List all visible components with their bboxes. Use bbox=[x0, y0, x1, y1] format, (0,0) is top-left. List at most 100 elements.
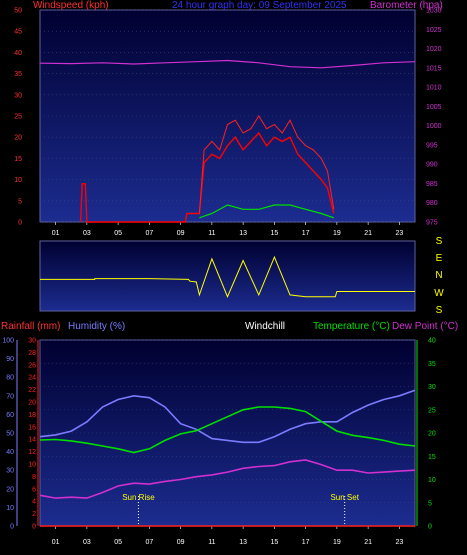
barometer-tick-label: 975 bbox=[426, 220, 438, 227]
hour-tick-label: 07 bbox=[145, 230, 153, 237]
sunrise-label: Sun Rise bbox=[122, 493, 155, 502]
series-line bbox=[39, 459, 416, 499]
temperature-tick-label: 5 bbox=[428, 500, 432, 507]
rainfall-axis-title: Rainfall (mm) bbox=[1, 321, 60, 332]
rainfall-tick-label: 16 bbox=[28, 424, 36, 431]
windspeed-tick-label: 30 bbox=[14, 92, 22, 99]
series-line bbox=[199, 204, 334, 219]
rainfall-tick-label: 6 bbox=[32, 486, 36, 493]
temperature-tick-label: 30 bbox=[428, 384, 436, 391]
temperature-series bbox=[39, 389, 416, 527]
windspeed-tick-label: 35 bbox=[14, 71, 22, 78]
series-line bbox=[39, 389, 416, 444]
hour-tick-label: 07 bbox=[145, 539, 153, 546]
humidity-tick-label: 100 bbox=[2, 338, 14, 345]
windspeed-tick-label: 25 bbox=[14, 114, 22, 121]
rainfall-tick-label: 14 bbox=[28, 437, 36, 444]
hour-tick-label: 19 bbox=[333, 230, 341, 237]
hour-tick-label: 09 bbox=[177, 230, 185, 237]
windspeed-tick-label: 0 bbox=[18, 220, 22, 227]
temperature-hour-ticks: 01 03 05 07 09 11 13 15 17 19 21 23 bbox=[52, 526, 403, 546]
temperature-axis-title: Temperature (°C) bbox=[313, 321, 390, 332]
barometer-axis-title: Barometer (hpa) bbox=[370, 0, 443, 11]
windchill-axis-title: Windchill bbox=[245, 321, 285, 332]
hour-tick-label: 03 bbox=[83, 539, 91, 546]
hour-tick-label: 11 bbox=[208, 230, 215, 237]
barometer-tick-label: 1020 bbox=[426, 46, 442, 53]
windspeed-tick-label: 20 bbox=[14, 135, 22, 142]
direction-plot-area bbox=[39, 240, 416, 312]
temperature-tick-label: 15 bbox=[428, 454, 436, 461]
humidity-tick-label: 30 bbox=[6, 468, 14, 475]
wind-hour-ticks: 01 03 05 07 09 11 13 15 17 19 21 23 bbox=[52, 222, 403, 237]
hour-tick-label: 03 bbox=[83, 230, 91, 237]
humidity-tick-label: 60 bbox=[6, 412, 14, 419]
hour-tick-label: 15 bbox=[270, 230, 278, 237]
temperature-tick-label: 40 bbox=[428, 338, 436, 345]
rainfall-tick-label: 10 bbox=[28, 462, 36, 469]
direction-label-n: N bbox=[435, 270, 442, 281]
graph-title: 24 hour graph day: 09 September 2025 bbox=[172, 0, 347, 11]
hour-tick-label: 13 bbox=[239, 230, 247, 237]
rainfall-tick-label: 2 bbox=[32, 511, 36, 518]
hour-tick-label: 01 bbox=[52, 230, 60, 237]
hour-tick-label: 21 bbox=[364, 230, 372, 237]
hour-tick-label: 17 bbox=[302, 539, 310, 546]
windspeed-tick-label: 45 bbox=[14, 29, 22, 36]
humidity-ticks: 0 10 20 30 40 50 60 70 80 90 100 bbox=[2, 338, 18, 531]
rainfall-tick-label: 20 bbox=[28, 400, 36, 407]
series-line bbox=[39, 406, 416, 454]
barometer-tick-label: 1030 bbox=[426, 8, 442, 15]
barometer-tick-label: 980 bbox=[426, 200, 438, 207]
windspeed-tick-label: 15 bbox=[14, 156, 22, 163]
series-line bbox=[79, 131, 335, 223]
rainfall-tick-label: 8 bbox=[32, 474, 36, 481]
windspeed-ticks: 0 5 10 15 20 25 30 35 40 45 50 bbox=[14, 8, 22, 227]
direction-series bbox=[40, 255, 415, 298]
hour-tick-label: 23 bbox=[395, 539, 403, 546]
humidity-tick-label: 70 bbox=[6, 393, 14, 400]
temperature-tick-label: 10 bbox=[428, 477, 436, 484]
humidity-tick-label: 90 bbox=[6, 356, 14, 363]
hour-tick-label: 09 bbox=[177, 539, 185, 546]
sunset-label: Sun Set bbox=[330, 493, 359, 502]
temperature-tick-label: 25 bbox=[428, 407, 436, 414]
barometer-tick-label: 995 bbox=[426, 142, 438, 149]
windspeed-tick-label: 5 bbox=[18, 198, 22, 205]
barometer-tick-label: 1010 bbox=[426, 85, 442, 92]
humidity-tick-label: 80 bbox=[6, 375, 14, 382]
windspeed-axis-title: Windspeed (kph) bbox=[33, 0, 109, 11]
rainfall-tick-label: 0 bbox=[32, 524, 36, 531]
windspeed-tick-label: 40 bbox=[14, 50, 22, 57]
barometer-tick-label: 990 bbox=[426, 162, 438, 169]
humidity-tick-label: 0 bbox=[10, 524, 14, 531]
rainfall-tick-label: 24 bbox=[28, 375, 36, 382]
hour-tick-label: 17 bbox=[302, 230, 310, 237]
hour-tick-label: 15 bbox=[270, 539, 278, 546]
humidity-tick-label: 10 bbox=[6, 505, 14, 512]
hour-tick-label: 19 bbox=[333, 539, 341, 546]
hour-tick-label: 11 bbox=[208, 539, 215, 546]
temperature-tick-label: 0 bbox=[428, 524, 432, 531]
direction-label-s-bottom: S bbox=[436, 305, 443, 316]
windspeed-tick-label: 10 bbox=[14, 177, 22, 184]
rainfall-tick-label: 4 bbox=[32, 499, 36, 506]
direction-label-s-top: S bbox=[436, 236, 443, 247]
wind-plot-grid bbox=[40, 9, 415, 223]
barometer-tick-label: 985 bbox=[426, 181, 438, 188]
hour-tick-label: 05 bbox=[114, 230, 122, 237]
barometer-tick-label: 1005 bbox=[426, 104, 442, 111]
wind-direction-line bbox=[40, 255, 415, 298]
temperature-tick-label: 35 bbox=[428, 361, 436, 368]
hour-tick-label: 23 bbox=[395, 230, 403, 237]
wind-series bbox=[39, 59, 416, 223]
rainfall-tick-label: 26 bbox=[28, 362, 36, 369]
windspeed-tick-label: 50 bbox=[14, 8, 22, 15]
dewpoint-axis-title: Dew Point (°C) bbox=[392, 321, 458, 332]
hour-tick-label: 05 bbox=[114, 539, 122, 546]
barometer-tick-label: 1000 bbox=[426, 123, 442, 130]
humidity-axis-title: Humidity (%) bbox=[68, 321, 125, 332]
rainfall-tick-label: 22 bbox=[28, 387, 36, 394]
